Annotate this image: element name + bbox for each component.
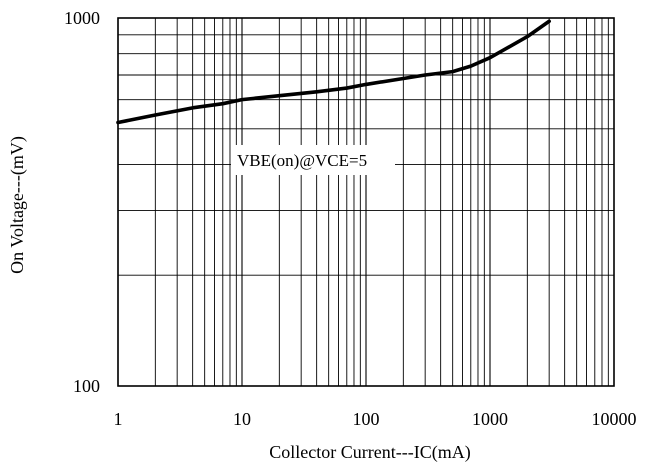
y-axis-label: On Voltage---(mV) [7,136,28,274]
x-tick-label: 1 [114,409,123,429]
x-tick-label: 10 [233,409,251,429]
x-tick-label: 100 [353,409,380,429]
y-tick-label: 100 [73,376,100,396]
x-axis-label: Collector Current---IC(mA) [269,442,470,463]
x-tick-label: 10000 [592,409,637,429]
series-line-vbe-on [116,19,551,125]
y-tick-labels: 100 1000 [64,8,100,396]
annotation-label: VBE(on)@VCE=5 [237,151,367,170]
plot-frame [117,17,615,387]
minor-grid [118,18,614,386]
annotation-box: VBE(on)@VCE=5 [231,145,395,175]
annotation-background [231,145,395,175]
x-tick-labels: 1 10 100 1000 10000 [114,409,637,429]
y-tick-label: 1000 [64,8,100,28]
x-tick-label: 1000 [472,409,508,429]
